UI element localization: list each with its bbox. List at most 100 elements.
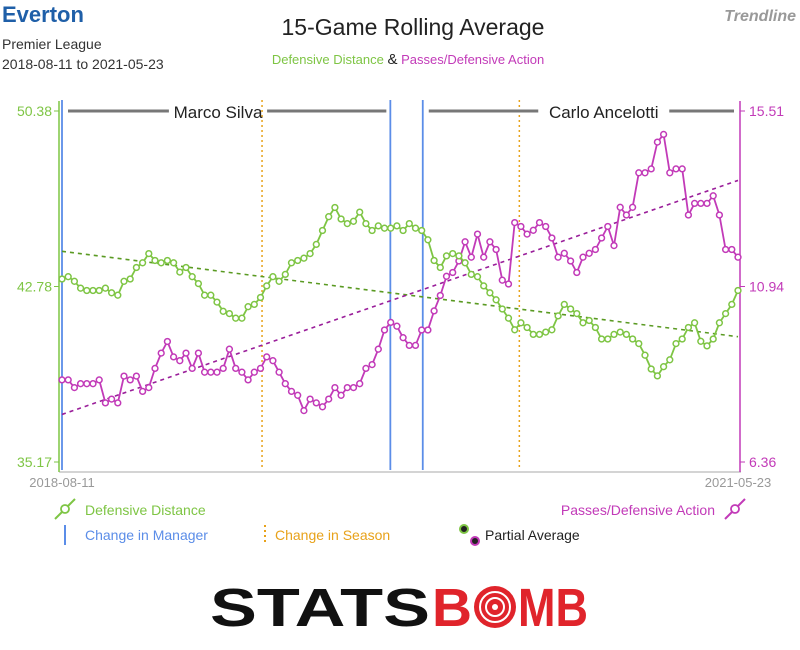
data-point-defensive-distance bbox=[411, 224, 420, 232]
data-point-passes-per-defensive-action bbox=[659, 130, 668, 139]
data-point-defensive-distance bbox=[597, 335, 606, 343]
data-point-defensive-distance bbox=[312, 240, 320, 249]
data-point-defensive-distance bbox=[542, 328, 550, 336]
data-point-passes-per-defensive-action bbox=[89, 380, 97, 388]
data-point-passes-per-defensive-action bbox=[238, 368, 246, 376]
data-point-defensive-distance bbox=[653, 372, 662, 380]
data-point-defensive-distance bbox=[703, 342, 711, 350]
data-point-defensive-distance bbox=[188, 273, 196, 281]
data-point-passes-per-defensive-action bbox=[473, 230, 482, 238]
data-point-passes-per-defensive-action bbox=[287, 387, 296, 396]
data-point-defensive-distance bbox=[449, 249, 457, 258]
data-point-passes-per-defensive-action bbox=[188, 364, 196, 373]
data-point-defensive-distance bbox=[182, 263, 190, 272]
data-point-passes-per-defensive-action bbox=[566, 257, 575, 265]
legend-partial-purple-icon bbox=[470, 536, 480, 546]
data-point-defensive-distance bbox=[76, 284, 85, 292]
data-point-defensive-distance bbox=[64, 273, 72, 281]
data-point-passes-per-defensive-action bbox=[306, 395, 314, 403]
data-point-defensive-distance bbox=[535, 330, 544, 339]
data-point-defensive-distance bbox=[169, 259, 178, 267]
data-point-defensive-distance bbox=[275, 277, 283, 285]
data-point-defensive-distance bbox=[306, 249, 314, 258]
data-point-passes-per-defensive-action bbox=[597, 234, 606, 242]
data-point-passes-per-defensive-action bbox=[542, 222, 550, 231]
data-point-passes-per-defensive-action bbox=[703, 199, 711, 208]
data-point-passes-per-defensive-action bbox=[399, 334, 407, 342]
data-point-defensive-distance bbox=[176, 268, 184, 276]
data-point-defensive-distance bbox=[405, 219, 413, 228]
data-point-passes-per-defensive-action bbox=[138, 387, 147, 396]
data-point-defensive-distance bbox=[709, 335, 717, 343]
right-tick-label: 6.36 bbox=[749, 454, 776, 470]
data-point-defensive-distance bbox=[604, 335, 612, 343]
data-point-defensive-distance bbox=[194, 279, 203, 288]
data-point-defensive-distance bbox=[659, 363, 668, 371]
data-point-passes-per-defensive-action bbox=[312, 399, 320, 407]
trendline-brand: Trendline bbox=[724, 8, 796, 25]
legend-partial-green-icon bbox=[459, 524, 469, 534]
data-point-passes-per-defensive-action bbox=[325, 395, 333, 403]
data-point-passes-per-defensive-action bbox=[213, 368, 221, 376]
data-point-passes-per-defensive-action bbox=[517, 222, 525, 231]
data-point-passes-per-defensive-action bbox=[467, 253, 475, 261]
data-point-passes-per-defensive-action bbox=[107, 395, 116, 403]
data-point-passes-per-defensive-action bbox=[163, 337, 172, 346]
data-point-defensive-distance bbox=[436, 263, 444, 272]
right-tick-label: 15.51 bbox=[749, 103, 784, 119]
data-point-passes-per-defensive-action bbox=[368, 360, 376, 369]
data-point-defensive-distance bbox=[83, 286, 91, 295]
logo-text-stats: STATS bbox=[210, 578, 430, 632]
data-point-defensive-distance bbox=[697, 337, 705, 345]
data-point-passes-per-defensive-action bbox=[263, 353, 271, 361]
trend-line-passes bbox=[61, 179, 739, 416]
data-point-passes-per-defensive-action bbox=[635, 169, 643, 177]
data-point-passes-per-defensive-action bbox=[610, 241, 618, 250]
data-point-passes-per-defensive-action bbox=[622, 211, 631, 219]
manager-label: Carlo Ancelotti bbox=[549, 103, 659, 122]
league-name: Premier League bbox=[2, 36, 102, 52]
data-point-defensive-distance bbox=[672, 339, 680, 348]
data-point-passes-per-defensive-action bbox=[728, 245, 736, 254]
data-point-passes-per-defensive-action bbox=[573, 268, 581, 277]
data-point-passes-per-defensive-action bbox=[207, 368, 215, 376]
data-point-defensive-distance bbox=[647, 365, 655, 373]
data-point-passes-per-defensive-action bbox=[387, 318, 395, 327]
data-point-defensive-distance bbox=[337, 215, 345, 223]
team-name: Everton bbox=[2, 2, 84, 27]
data-point-defensive-distance bbox=[492, 296, 500, 304]
manager-label: Marco Silva bbox=[174, 103, 263, 122]
data-point-defensive-distance bbox=[58, 275, 66, 283]
data-point-defensive-distance bbox=[325, 213, 333, 221]
data-point-defensive-distance bbox=[666, 356, 674, 364]
left-tick-label: 42.78 bbox=[17, 279, 52, 295]
data-point-defensive-distance bbox=[517, 319, 525, 327]
data-point-passes-per-defensive-action bbox=[480, 253, 488, 261]
data-point-defensive-distance bbox=[684, 323, 693, 332]
data-point-defensive-distance bbox=[548, 326, 556, 334]
data-point-passes-per-defensive-action bbox=[182, 349, 190, 357]
data-point-defensive-distance bbox=[573, 309, 581, 318]
data-point-defensive-distance bbox=[138, 259, 147, 267]
data-point-defensive-distance bbox=[362, 219, 370, 228]
data-point-passes-per-defensive-action bbox=[449, 268, 457, 277]
data-point-passes-per-defensive-action bbox=[169, 353, 178, 361]
data-point-defensive-distance bbox=[256, 293, 265, 302]
data-point-defensive-distance bbox=[368, 226, 376, 235]
data-point-defensive-distance bbox=[232, 314, 240, 322]
logo-text-mb: MB bbox=[518, 578, 588, 632]
data-point-defensive-distance bbox=[566, 305, 575, 313]
data-point-defensive-distance bbox=[529, 330, 537, 339]
data-point-passes-per-defensive-action bbox=[337, 391, 345, 399]
legend-passes: Passes/Defensive Action bbox=[561, 502, 715, 518]
legend-season: Change in Season bbox=[275, 527, 390, 543]
data-point-passes-per-defensive-action bbox=[281, 380, 289, 388]
data-point-defensive-distance bbox=[455, 252, 463, 260]
data-point-defensive-distance bbox=[151, 256, 159, 265]
data-point-defensive-distance bbox=[591, 323, 600, 332]
data-point-passes-per-defensive-action bbox=[83, 380, 91, 388]
legend-purple-marker-icon bbox=[730, 504, 740, 514]
data-point-defensive-distance bbox=[511, 326, 519, 334]
data-point-passes-per-defensive-action bbox=[225, 345, 234, 353]
